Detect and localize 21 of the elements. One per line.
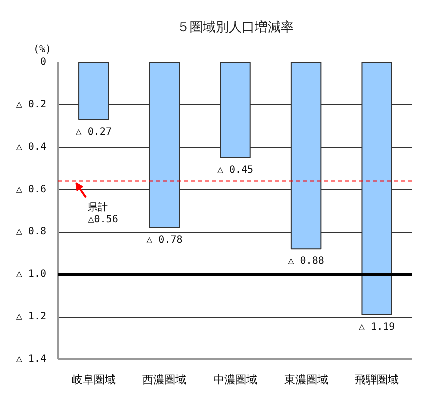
y-tick-label: 0	[40, 57, 47, 68]
y-tick-label: △ 1.0	[16, 269, 47, 280]
x-tick-label: 飛騨圏域	[355, 374, 400, 386]
x-tick-label: 西濃圏域	[142, 374, 187, 386]
y-tick-label: △ 0.8	[16, 226, 47, 238]
data-label: △ 0.88	[288, 256, 324, 268]
legend-label: 県計 △0.56	[88, 202, 118, 226]
y-tick-label: △ 0.4	[16, 142, 47, 153]
y-tick-label: △ 0.6	[16, 184, 47, 196]
x-tick-label: 中濃圏域	[214, 374, 258, 386]
data-label: △ 1.19	[359, 322, 396, 333]
y-axis-title: (%)	[34, 44, 52, 56]
data-label: △ 0.27	[76, 126, 112, 138]
y-tick-label: △ 1.4	[16, 354, 47, 365]
y-tick-label: △ 1.2	[16, 312, 47, 323]
data-label: △ 0.45	[217, 164, 254, 176]
data-label: △ 0.78	[146, 234, 183, 246]
chart-title: ５圏域別人口増減率	[177, 20, 294, 36]
x-tick-label: 東濃圏域	[284, 374, 328, 386]
x-tick-label: 岐阜圏域	[72, 374, 116, 386]
y-tick-label: △ 0.2	[16, 99, 47, 110]
